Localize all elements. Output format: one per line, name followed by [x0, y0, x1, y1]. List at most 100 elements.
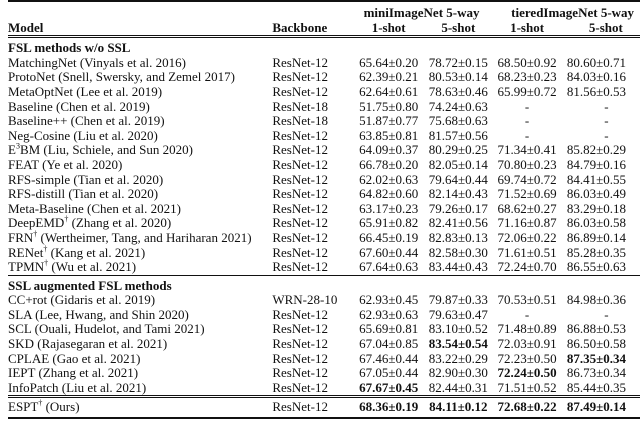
value-text: 74.24±0.63 — [428, 98, 488, 114]
value-mini-5shot: 83.10±0.52 — [425, 322, 491, 337]
model-name: Baseline (Chen et al. 2019) — [8, 99, 272, 115]
model-name-text: ESPT — [8, 399, 39, 415]
value-text: - — [604, 127, 609, 143]
value-mini-5shot: 82.90±0.30 — [425, 365, 491, 381]
value-text: 84.79±0.16 — [566, 156, 627, 172]
value-tiered-1shot: 71.48±0.89 — [491, 322, 563, 337]
value-text: 62.64±0.61 — [359, 83, 419, 99]
value-mini-1shot: 67.67±0.45 — [352, 380, 426, 397]
value-text: 83.29±0.18 — [566, 200, 627, 216]
backbone: ResNet-12 — [272, 306, 328, 322]
table-row: MetaOptNet (Lee et al. 2019) ResNet-12 62.… — [8, 83, 640, 100]
value-tiered-1shot: - — [491, 127, 563, 144]
table-row: RFS-distill (Tian et al. 2020) ResNet-12 6… — [8, 186, 640, 202]
model-name-text: InfoPatch (Liu et al. 2021) — [8, 379, 147, 395]
value-tiered-1shot: 72.68±0.22 — [491, 395, 563, 420]
value-text: 85.82±0.29 — [566, 142, 627, 158]
value-tiered-1shot: 71.16±0.87 — [491, 216, 563, 231]
value-text: 67.05±0.44 — [359, 365, 419, 381]
value-tiered-1shot: 71.34±0.41 — [491, 143, 563, 158]
section-title: SSL augmented FSL methods — [8, 274, 640, 294]
value-text: 79.63±0.47 — [428, 306, 488, 322]
table-row: FEAT (Ye et al. 2020) ResNet-12 66.78±0.20… — [8, 156, 640, 173]
model-name: CC+rot (Gidaris et al. 2019) — [8, 292, 272, 308]
backbone: ResNet-12 — [272, 229, 328, 245]
value-text: 84.03±0.16 — [566, 69, 627, 85]
value-mini-1shot: 62.64±0.61 — [352, 83, 426, 100]
value-text: 62.39±0.21 — [359, 69, 419, 85]
value-text: 72.24±0.70 — [497, 259, 557, 275]
table-row: CC+rot (Gidaris et al. 2019) WRN-28-10 62.… — [8, 292, 640, 308]
backbone: ResNet-18 — [272, 113, 328, 129]
model-name-text: Meta-Baseline (Chen et al. 2021) — [8, 200, 181, 216]
model-name: TPMN† (Wu et al. 2021) — [8, 259, 272, 275]
table-row: DeepEMD† (Zhang et al. 2020) ResNet-12 65.… — [8, 215, 640, 231]
backbone: ResNet-12 — [272, 186, 328, 202]
value-text: 62.02±0.63 — [359, 171, 419, 187]
model-name: MetaOptNet (Lee et al. 2019) — [8, 84, 272, 100]
model-name-rest: (Ours) — [42, 399, 80, 415]
model-name: SKD (Rajasegaran et al. 2021) — [8, 336, 272, 352]
model-name-rest: (Wu et al. 2021) — [48, 259, 137, 275]
value-tiered-1shot: 72.23±0.50 — [491, 351, 563, 367]
value-mini-5shot: 74.24±0.63 — [425, 98, 491, 115]
value-text: 82.05±0.14 — [428, 156, 488, 172]
value-tiered-5shot: 84.98±0.36 — [563, 292, 640, 308]
model-name-text: RFS-simple (Tian et al. 2020) — [8, 171, 164, 187]
results-table-container: miniImageNet 5-way tieredImageNet 5-way … — [8, 0, 640, 420]
value-mini-5shot: 82.05±0.14 — [425, 156, 491, 173]
results-table: miniImageNet 5-way tieredImageNet 5-way … — [8, 0, 640, 420]
backbone: ResNet-12 — [272, 336, 328, 352]
value-text: 87.35±0.34 — [566, 350, 627, 366]
model-name: FEAT (Ye et al. 2020) — [8, 157, 272, 173]
value-text: 80.29±0.25 — [428, 142, 488, 158]
model-name: Meta-Baseline (Chen et al. 2021) — [8, 200, 272, 217]
header-tiered-5shot: 5-shot — [562, 20, 640, 39]
value-mini-5shot: 82.58±0.30 — [425, 245, 491, 261]
value-tiered-1shot: 72.06±0.22 — [491, 230, 563, 246]
model-name: CPLAE (Gao et al. 2021) — [8, 350, 272, 367]
value-text: 67.64±0.63 — [359, 259, 419, 275]
value-text: 82.44±0.31 — [428, 379, 488, 395]
value-tiered-5shot: 86.55±0.63 — [563, 259, 640, 275]
model-superscript: † — [43, 244, 48, 254]
value-tiered-5shot: 83.29±0.18 — [563, 200, 640, 217]
model-name-text: E — [8, 142, 16, 158]
value-tiered-5shot: 85.44±0.35 — [563, 380, 640, 397]
table-row: Meta-Baseline (Chen et al. 2021) ResNet-1… — [8, 200, 640, 217]
value-tiered-1shot: 72.03±0.91 — [491, 336, 563, 352]
value-text: - — [524, 113, 530, 129]
model-name-text: CC+rot (Gidaris et al. 2019) — [8, 292, 156, 308]
value-tiered-5shot: 81.56±0.53 — [563, 84, 640, 100]
value-mini-1shot: 67.64±0.63 — [352, 259, 426, 275]
model-name-text: SCL (Ouali, Hudelot, and Tami 2021) — [8, 321, 205, 337]
model-name-text: CPLAE (Gao et al. 2021) — [8, 350, 141, 366]
value-text: 79.26±0.17 — [428, 200, 488, 216]
value-mini-1shot: 62.93±0.45 — [352, 292, 426, 308]
table-row: Baseline (Chen et al. 2019) ResNet-18 51.7… — [8, 98, 640, 115]
value-mini-5shot: 80.29±0.25 — [425, 143, 491, 158]
value-text: 83.22±0.29 — [428, 350, 488, 366]
value-text: 71.51±0.52 — [497, 379, 557, 395]
backbone: ResNet-12 — [272, 350, 328, 366]
value-tiered-1shot: 72.24±0.50 — [491, 365, 563, 381]
value-text: 72.68±0.22 — [497, 399, 557, 415]
value-text: 86.03±0.49 — [566, 186, 627, 202]
value-text: 62.93±0.63 — [359, 306, 419, 322]
table-row: SCL (Ouali, Hudelot, and Tami 2021) ResNe… — [8, 322, 640, 337]
value-mini-1shot: 62.39±0.21 — [352, 70, 426, 85]
model-name-rest: (Kang et al. 2021) — [47, 244, 146, 260]
value-text: 82.14±0.43 — [428, 186, 488, 202]
backbone: ResNet-12 — [272, 321, 328, 337]
value-tiered-5shot: - — [563, 113, 640, 129]
value-text: 66.45±0.19 — [359, 229, 419, 245]
value-text: 64.82±0.60 — [359, 186, 419, 202]
backbone: WRN-28-10 — [272, 292, 338, 308]
value-text: - — [524, 127, 530, 143]
backbone: ResNet-12 — [272, 259, 328, 275]
value-tiered-5shot: 85.82±0.29 — [563, 143, 640, 158]
value-tiered-1shot: 65.99±0.72 — [491, 84, 563, 100]
value-tiered-5shot: 86.73±0.34 — [563, 365, 640, 381]
model-name-text: Baseline++ (Chen et al. 2019) — [8, 113, 165, 129]
value-mini-1shot: 67.46±0.44 — [352, 351, 426, 367]
